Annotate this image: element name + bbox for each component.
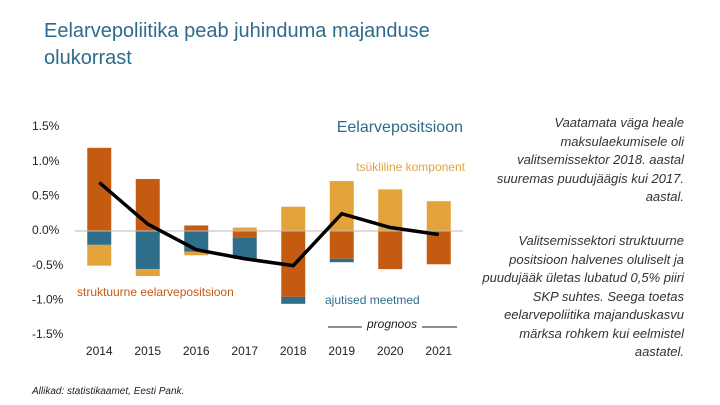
legend-label: Eelarvepositsioon xyxy=(337,119,463,136)
y-tick-label: -1.5% xyxy=(32,327,64,341)
x-tick-label: 2017 xyxy=(231,344,258,358)
bar-segment xyxy=(184,225,209,231)
annotation: prognoos xyxy=(366,317,417,331)
x-tick-label: 2020 xyxy=(377,344,404,358)
bar-segment xyxy=(232,237,257,259)
bar-segment xyxy=(87,244,112,266)
bar-segment xyxy=(184,251,209,256)
legend-label: struktuurne eelarvepositsioon xyxy=(77,285,234,299)
y-tick-label: 0.5% xyxy=(32,189,60,203)
slide-title: Eelarvepoliitika peab juhinduma majandus… xyxy=(44,20,430,69)
bar-segment xyxy=(426,201,451,231)
bar-segment xyxy=(87,231,112,245)
source: Allikad: statistikaamet, Eesti Pank. xyxy=(32,386,185,397)
bar-segment xyxy=(232,231,257,238)
bar-segment xyxy=(281,206,306,231)
legend-label: tsükliline komponent xyxy=(356,160,465,174)
bar-segment xyxy=(329,258,354,263)
bar-segment xyxy=(281,296,306,304)
y-tick-label: 1.0% xyxy=(32,154,60,168)
y-tick-label: -0.5% xyxy=(32,258,64,272)
x-tick-label: 2018 xyxy=(280,344,307,358)
note: Valitsemissektori struktuurne positsioon… xyxy=(482,233,684,359)
bar-segment xyxy=(378,231,403,270)
y-tick-label: 0.0% xyxy=(32,223,60,237)
bar-segment xyxy=(135,231,160,270)
x-tick-label: 2015 xyxy=(134,344,161,358)
line xyxy=(98,181,439,268)
x-tick-label: 2016 xyxy=(183,344,210,358)
x-tick-label: 2019 xyxy=(328,344,355,358)
chart: -1.5% -1.0% -0.5% 0.0% 0.5% 1.0% 1.5% 2014 2015 2… xyxy=(32,119,466,358)
legend-label: ajutised meetmed xyxy=(325,293,420,307)
y-tick-label: -1.0% xyxy=(32,293,64,307)
bar-segment xyxy=(426,231,451,265)
y-tick-label: 1.5% xyxy=(32,119,60,133)
x-tick-label: 2021 xyxy=(425,344,452,358)
x-tick-label: 2014 xyxy=(86,344,113,358)
bar-segment xyxy=(329,231,354,259)
bar-segment xyxy=(135,269,160,277)
note: Vaatamata väga heale maksulaekumisele ol… xyxy=(496,115,684,204)
bar-segment xyxy=(232,227,257,231)
